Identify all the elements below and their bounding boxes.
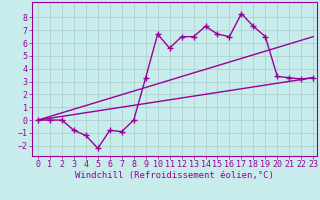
X-axis label: Windchill (Refroidissement éolien,°C): Windchill (Refroidissement éolien,°C) (75, 171, 274, 180)
